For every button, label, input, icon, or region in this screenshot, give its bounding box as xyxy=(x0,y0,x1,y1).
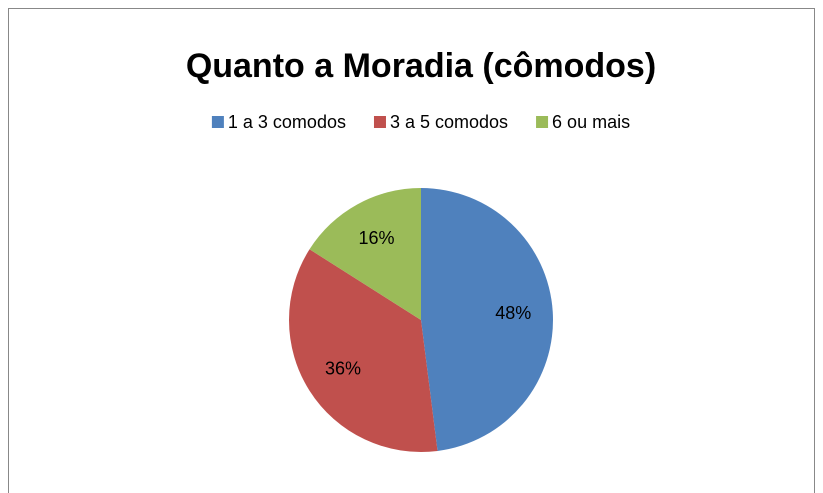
data-label: 16% xyxy=(358,228,394,248)
legend-label: 3 a 5 comodos xyxy=(390,112,508,132)
legend-swatch xyxy=(211,116,224,128)
legend-swatch xyxy=(373,116,386,128)
legend-label: 6 ou mais xyxy=(552,112,630,132)
legend-label: 1 a 3 comodos xyxy=(228,112,346,132)
chart-title: Quanto a Moradia (cômodos) xyxy=(186,47,656,85)
legend-swatch xyxy=(536,116,549,128)
pie-slice xyxy=(421,188,554,451)
pie-slice xyxy=(309,188,421,320)
data-label: 48% xyxy=(495,303,531,323)
data-label: 36% xyxy=(325,358,361,378)
pie-slice xyxy=(288,249,438,452)
